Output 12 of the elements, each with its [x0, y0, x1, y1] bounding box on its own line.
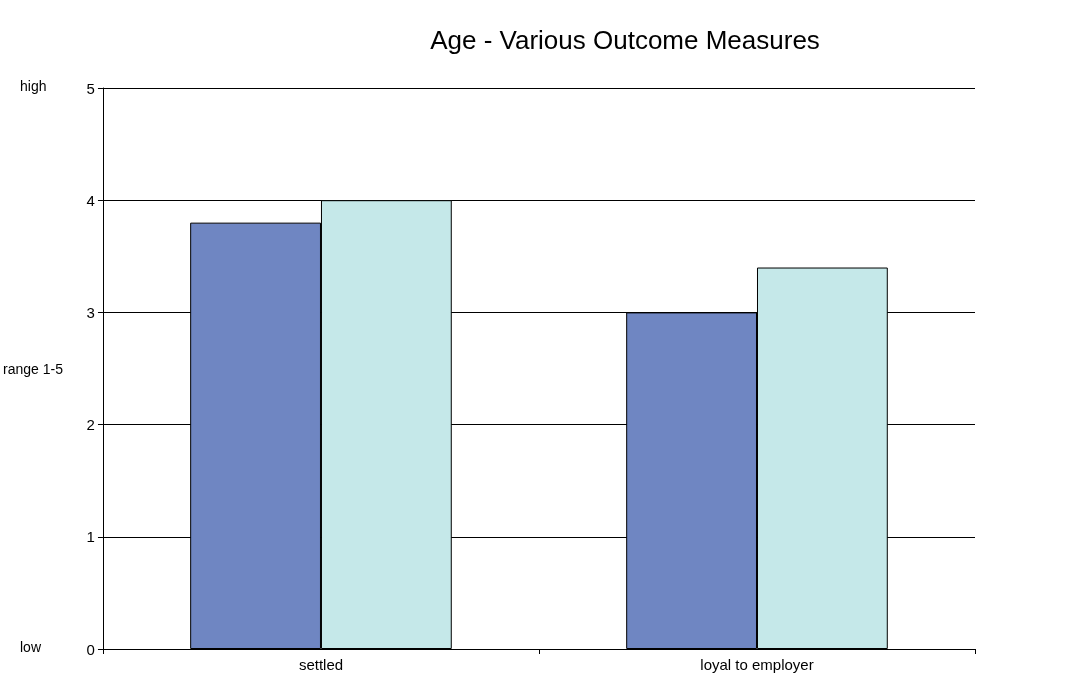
y-tick-label: 2	[86, 416, 95, 434]
x-tick-label: loyal to employer	[700, 656, 814, 673]
x-tick-label: settled	[298, 656, 344, 673]
text: low	[20, 639, 42, 655]
y-axis-title: range 1-5	[3, 360, 64, 377]
chart-title: Age - Various Outcome Measures	[430, 25, 820, 55]
y-tick-label: 0	[86, 640, 95, 658]
y-tick-label: 5	[86, 79, 95, 97]
y-tick-label: 3	[86, 303, 95, 321]
y-tick-label: 4	[86, 191, 95, 209]
text: high	[20, 78, 47, 94]
y-tick-label: 1	[86, 528, 95, 546]
